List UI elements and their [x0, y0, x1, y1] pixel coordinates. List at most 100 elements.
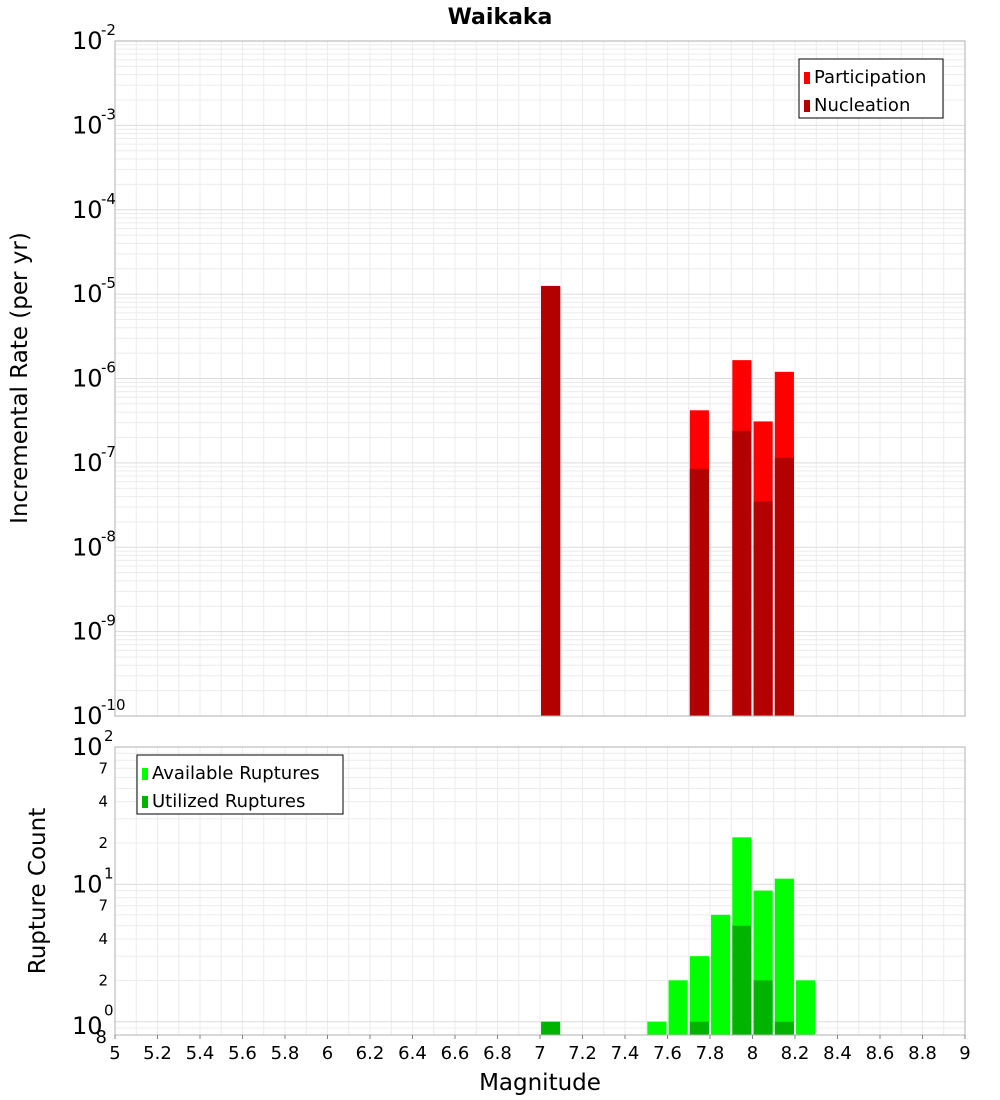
top-y-tick-exp: -6	[101, 359, 116, 377]
x-axis-label: Magnitude	[479, 1070, 601, 1096]
bottom-bar-available-ruptures-2	[689, 956, 709, 1035]
top-plot-border	[114, 40, 966, 717]
x-tick-label-19: 8.8	[908, 1043, 937, 1064]
bottom-legend-swatch-1	[142, 796, 148, 808]
bottom-y-minor-tick-3: 7	[98, 897, 108, 915]
top-bar-nucleation-3	[753, 501, 773, 716]
top-bars	[541, 285, 794, 716]
top-y-tick-5: 10-7	[72, 443, 116, 477]
top-y-tick-0: 10-2	[72, 21, 116, 55]
bottom-legend: Available Ruptures Utilized Ruptures	[136, 754, 344, 815]
top-y-tick-7: 10-9	[72, 612, 116, 646]
grid-top	[114, 41, 966, 717]
bottom-bar-utilized-ruptures-1	[689, 1021, 709, 1035]
bottom-y-minor-tick-0: 7	[98, 759, 108, 777]
x-tick-label-2: 5.4	[186, 1043, 215, 1064]
x-tick-label-4: 5.8	[271, 1043, 300, 1064]
top-y-tick-exp: -9	[101, 612, 116, 630]
x-tick-label-6: 6.2	[356, 1043, 385, 1064]
x-tick-label-7: 6.4	[398, 1043, 427, 1064]
x-tick-label-3: 5.6	[228, 1043, 257, 1064]
bottom-y-minor-tick-6: 8	[96, 1027, 107, 1048]
top-y-tick-base: 10	[72, 449, 103, 477]
bottom-bar-available-ruptures-6	[774, 878, 794, 1035]
bottom-y-tick-base: 10	[72, 1012, 103, 1040]
bottom-legend-label-0: Available Ruptures	[152, 763, 320, 784]
x-tick-label-1: 5.2	[143, 1043, 172, 1064]
bottom-bar-available-ruptures-7	[796, 980, 816, 1035]
bottom-legend-swatch-0	[142, 768, 148, 780]
bottom-y-minor-tick-4: 4	[98, 930, 108, 948]
chart-title: Waikaka	[448, 5, 553, 30]
x-tick-label-9: 6.8	[483, 1043, 512, 1064]
top-y-tick-exp: -3	[101, 105, 116, 123]
top-y-tick-3: 10-5	[72, 274, 116, 308]
top-y-tick-base: 10	[72, 280, 103, 308]
x-tick-label-12: 7.4	[611, 1043, 640, 1064]
bottom-bar-utilized-ruptures-4	[774, 1021, 794, 1035]
bottom-y-tick-exp: 0	[104, 1002, 114, 1020]
bottom-y-tick-exp: 1	[104, 864, 114, 882]
top-y-tick-exp: -7	[101, 443, 116, 461]
top-y-tick-exp: -8	[101, 527, 116, 545]
top-bar-nucleation-4	[774, 457, 794, 716]
top-legend-label-0: Participation	[814, 67, 926, 88]
x-tick-label-11: 7.2	[568, 1043, 597, 1064]
bottom-bar-utilized-ruptures-0	[541, 1021, 561, 1035]
top-y-tick-exp: -2	[101, 21, 116, 39]
bottom-bars	[541, 837, 816, 1035]
top-y-tick-6: 10-8	[72, 527, 116, 561]
bottom-bar-utilized-ruptures-3	[753, 980, 773, 1035]
x-tick-label-18: 8.6	[866, 1043, 895, 1064]
bottom-bar-available-ruptures-1	[668, 980, 688, 1035]
top-y-axis-label: Incremental Rate (per yr)	[7, 232, 33, 524]
bottom-y-axis-label: Rupture Count	[25, 808, 51, 974]
bottom-bar-available-ruptures-3	[711, 914, 731, 1035]
top-y-tick-base: 10	[72, 702, 103, 730]
x-tick-label-0: 5	[109, 1043, 120, 1064]
top-legend: Participation Nucleation	[798, 58, 944, 119]
top-legend-swatch-1	[804, 100, 810, 112]
top-legend-swatch-0	[804, 72, 810, 84]
bottom-y-major-tick-0: 10 2	[72, 727, 114, 761]
x-tick-label-17: 8.4	[823, 1043, 852, 1064]
x-tick-label-14: 7.8	[696, 1043, 725, 1064]
bottom-y-minor-tick-2: 2	[98, 834, 108, 852]
bottom-y-minor-tick-1: 4	[98, 793, 108, 811]
x-tick-label-10: 7	[534, 1043, 545, 1064]
top-legend-label-1: Nucleation	[814, 95, 910, 116]
top-bar-nucleation-1	[689, 468, 709, 716]
x-tick-label-16: 8.2	[781, 1043, 810, 1064]
top-y-tick-8: 10-10	[72, 696, 126, 730]
bottom-y-minor-tick-5: 2	[98, 971, 108, 989]
x-tick-label-8: 6.6	[441, 1043, 470, 1064]
bottom-y-major-tick-1: 10 1	[72, 864, 114, 898]
bottom-bar-utilized-ruptures-2	[732, 925, 752, 1035]
bottom-y-tick-base: 10	[72, 733, 103, 761]
top-y-tick-exp: -4	[101, 190, 116, 208]
top-y-tick-base: 10	[72, 196, 103, 224]
x-tick-label-20: 9	[959, 1043, 970, 1064]
x-tick-label-15: 8	[747, 1043, 758, 1064]
top-y-tick-base: 10	[72, 27, 103, 55]
x-tick-label-13: 7.6	[653, 1043, 682, 1064]
top-y-tick-exp: -5	[101, 274, 116, 292]
bottom-y-tick-base: 10	[72, 870, 103, 898]
bottom-legend-label-1: Utilized Ruptures	[152, 791, 305, 812]
top-bar-nucleation-2	[732, 430, 752, 716]
bottom-y-tick-exp: 2	[104, 727, 114, 745]
top-legend-box	[798, 58, 944, 119]
top-bar-nucleation-0	[541, 285, 561, 716]
top-y-tick-2: 10-4	[72, 190, 116, 224]
top-y-tick-4: 10-6	[72, 359, 116, 393]
top-y-tick-base: 10	[72, 365, 103, 393]
bottom-legend-box	[136, 754, 344, 815]
top-y-tick-base: 10	[72, 111, 103, 139]
x-tick-label-5: 6	[322, 1043, 333, 1064]
top-y-tick-1: 10-3	[72, 105, 116, 139]
top-y-tick-base: 10	[72, 533, 103, 561]
top-y-tick-base: 10	[72, 618, 103, 646]
top-y-tick-exp: -10	[101, 696, 126, 714]
